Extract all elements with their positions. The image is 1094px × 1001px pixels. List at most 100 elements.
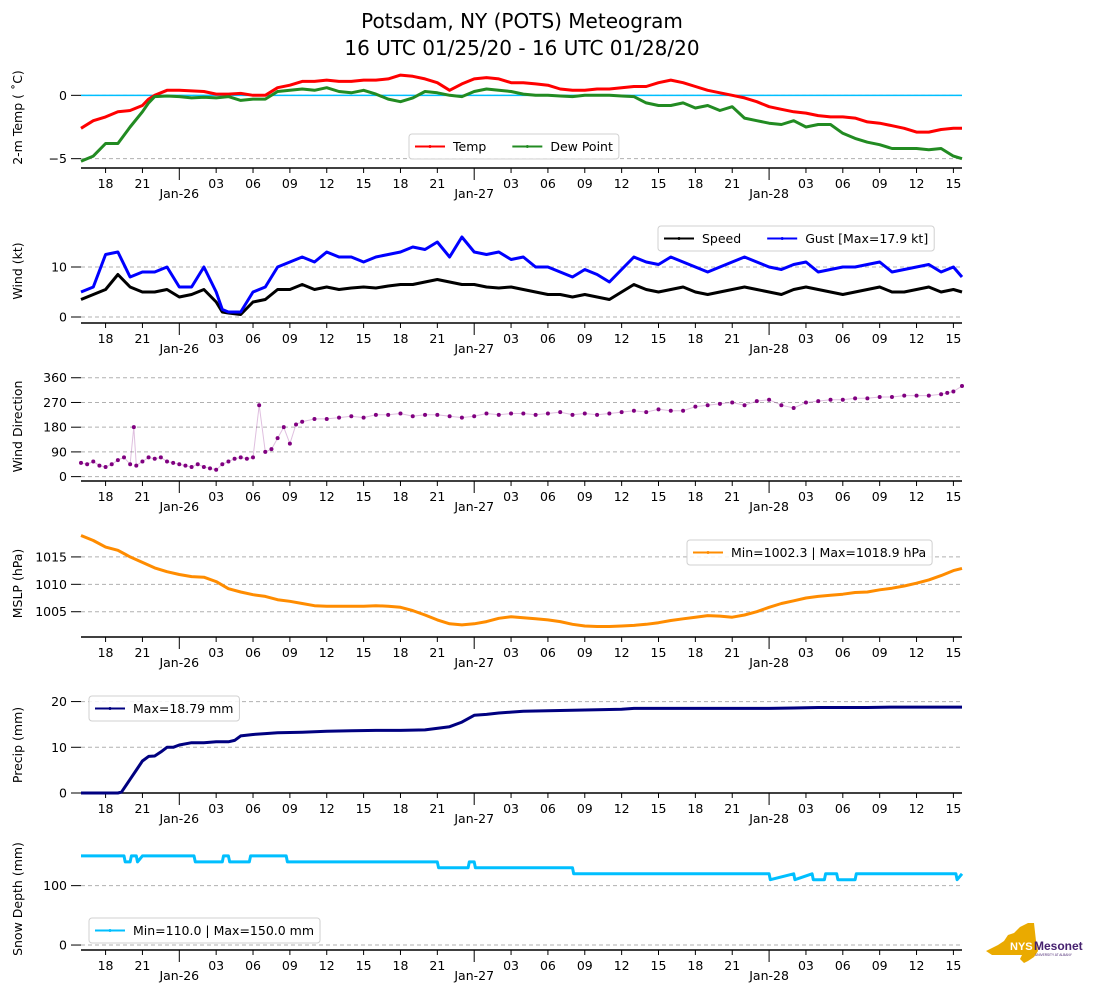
x-tick-label: 21 <box>429 176 445 191</box>
data-point <box>128 462 133 467</box>
x-tick-label: 06 <box>835 489 851 504</box>
y-tick-label: 90 <box>51 444 67 459</box>
x-tick-label: 12 <box>614 176 630 191</box>
x-tick-label: 12 <box>319 645 335 660</box>
x-day-label: Jan-28 <box>748 186 789 201</box>
data-point <box>134 463 139 468</box>
x-tick-label: 09 <box>282 489 298 504</box>
x-day-label: Jan-27 <box>453 186 494 201</box>
panel-precip: 0 10 20 Precip (mm) 18 21 03 06 09 12 15 18 21 03 06 09… <box>10 694 962 826</box>
x-tick-label: 15 <box>356 331 372 346</box>
data-point <box>459 415 464 420</box>
series-line-min-110-0-max-150-0-mm <box>81 854 964 882</box>
x-tick-label: 21 <box>134 958 150 973</box>
x-day-label: Jan-28 <box>748 968 789 983</box>
panel-mslp: 1005 1010 1015 MSLP (hPa) 18 21 03 06 09 12 15 18 21… <box>10 534 963 670</box>
y-tick-label: 0 <box>59 786 67 801</box>
x-tick-label: 12 <box>909 176 925 191</box>
x-tick-label: 18 <box>393 958 409 973</box>
data-point <box>122 455 127 460</box>
x-tick-label: 21 <box>724 958 740 973</box>
x-day-label: Jan-28 <box>748 499 789 514</box>
data-point <box>257 403 262 408</box>
x-tick-label: 15 <box>945 645 961 660</box>
x-tick-label: 03 <box>503 958 519 973</box>
data-point <box>398 411 403 416</box>
x-tick-label: 21 <box>429 331 445 346</box>
data-point <box>558 410 563 415</box>
legend-label: Dew Point <box>550 139 613 154</box>
x-tick-label: 06 <box>540 489 556 504</box>
legend-box <box>88 695 240 722</box>
x-tick-label: 15 <box>356 176 372 191</box>
x-tick-label: 18 <box>393 801 409 816</box>
data-point <box>195 462 200 467</box>
legend: Temp Dew Point <box>408 133 620 160</box>
data-point <box>865 396 870 401</box>
legend-label: Min=110.0 | Max=150.0 mm <box>133 923 314 938</box>
data-point <box>220 462 225 467</box>
x-tick-label: 21 <box>134 801 150 816</box>
data-point <box>183 463 188 468</box>
data-point <box>244 456 249 461</box>
data-point <box>521 411 526 416</box>
data-point <box>251 455 256 460</box>
data-point <box>373 412 378 417</box>
x-tick-label: 03 <box>798 331 814 346</box>
x-tick-label: 09 <box>872 176 888 191</box>
x-tick-label: 18 <box>98 645 114 660</box>
x-tick-label: 06 <box>245 801 261 816</box>
x-tick-label: 03 <box>798 801 814 816</box>
y-tick-label: 100 <box>43 878 67 893</box>
y-tick-label: 10 <box>51 740 67 755</box>
x-tick-label: 06 <box>540 801 556 816</box>
x-tick-label: 15 <box>945 331 961 346</box>
x-day-label: Jan-27 <box>453 968 494 983</box>
x-day-label: Jan-28 <box>748 341 789 356</box>
x-tick-label: 06 <box>245 331 261 346</box>
x-tick-label: 18 <box>393 176 409 191</box>
x-tick-label: 15 <box>651 958 667 973</box>
data-point <box>951 389 956 394</box>
series-line-temp <box>80 73 962 134</box>
x-tick-label: 18 <box>98 801 114 816</box>
x-tick-label: 03 <box>503 645 519 660</box>
legend: Speed Gust [Max=17.9 kt] <box>657 225 935 252</box>
data-point <box>158 455 163 460</box>
x-tick-label: 12 <box>909 489 925 504</box>
data-point <box>877 394 882 399</box>
data-point <box>79 460 83 465</box>
x-tick-label: 09 <box>872 801 888 816</box>
x-tick-label: 09 <box>577 958 593 973</box>
y-axis-label: MSLP (hPa) <box>10 549 25 619</box>
x-tick-label: 18 <box>98 489 114 504</box>
data-point <box>300 419 305 424</box>
data-point <box>109 462 114 467</box>
panel-wind: 0 10 Wind (kt) 18 21 03 06 09 12 15 18 21 03 06 09 12 15… <box>10 225 964 356</box>
x-tick-label: 06 <box>540 958 556 973</box>
y-tick-label: 0 <box>59 938 67 953</box>
y-axis-label: 2-m Temp ( ˚C) <box>10 70 25 165</box>
series-line-dew-point <box>80 86 963 163</box>
data-point <box>767 397 772 402</box>
x-tick-label: 15 <box>945 176 961 191</box>
data-point <box>410 414 415 419</box>
legend: Min=110.0 | Max=150.0 mm <box>88 917 321 944</box>
y-tick-label: 270 <box>43 395 67 410</box>
x-tick-label: 21 <box>134 489 150 504</box>
x-tick-label: 21 <box>724 489 740 504</box>
panel-temp: 0 −5 2-m Temp ( ˚C) 18 21 03 06 09 12 15 18 21 03 06 0… <box>10 70 963 201</box>
data-point <box>484 411 489 416</box>
x-tick-label: 03 <box>208 489 224 504</box>
x-tick-label: 03 <box>798 176 814 191</box>
legend-marker <box>108 707 112 710</box>
data-point <box>91 459 96 464</box>
data-point <box>208 466 213 471</box>
data-point <box>668 408 673 413</box>
data-point <box>803 400 808 405</box>
data-point <box>275 436 280 441</box>
data-point <box>171 460 176 465</box>
data-point <box>742 403 747 408</box>
data-point <box>816 399 821 404</box>
